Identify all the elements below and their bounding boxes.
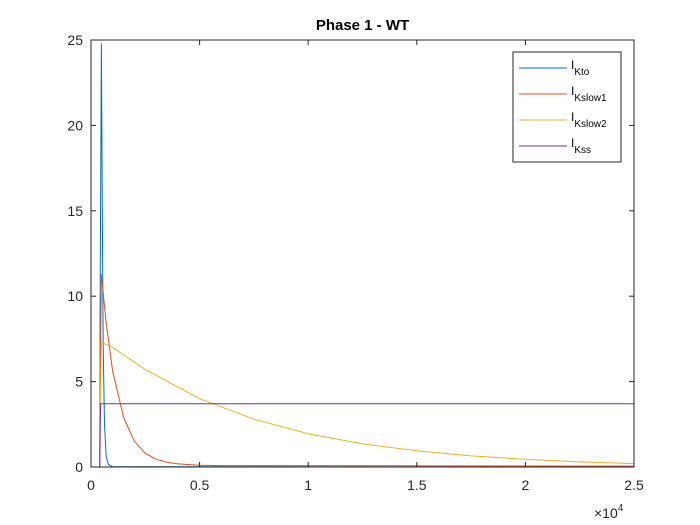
x-axis-multiplier: ×104 <box>594 503 624 521</box>
y-tick-label: 25 <box>67 32 83 48</box>
chart-title: Phase 1 - WT <box>316 17 409 34</box>
axes-layer: 0 0.5 1 1.5 2 2.5 0 5 10 15 20 25 ×104 <box>67 32 644 521</box>
x-tick-label: 0 <box>87 477 95 493</box>
x-tick-label: 2.5 <box>624 477 644 493</box>
x-tick-label: 1 <box>304 477 312 493</box>
y-tick-label: 15 <box>67 203 83 219</box>
x-tick-label: 0.5 <box>190 477 210 493</box>
y-tick-label: 0 <box>75 459 83 475</box>
series-line-2 <box>91 273 635 468</box>
legend-label-2: IKslow1 <box>571 84 607 104</box>
legend-box <box>512 51 622 163</box>
y-tick-label: 10 <box>67 288 83 304</box>
series-line-1 <box>91 43 635 468</box>
y-tick-label: 5 <box>75 374 83 390</box>
axes-box <box>90 39 635 468</box>
x-tick-label: 2 <box>522 477 530 493</box>
legend-label-3: IKslow2 <box>571 110 607 130</box>
x-tick-label: 1.5 <box>407 477 427 493</box>
legend: IKto IKslow1 IKslow2 IKss <box>512 51 622 163</box>
legend-label-1: IKto <box>571 58 590 78</box>
y-tick-label: 20 <box>67 117 83 133</box>
series-line-3 <box>91 341 635 468</box>
legend-label-4: IKss <box>571 136 591 156</box>
